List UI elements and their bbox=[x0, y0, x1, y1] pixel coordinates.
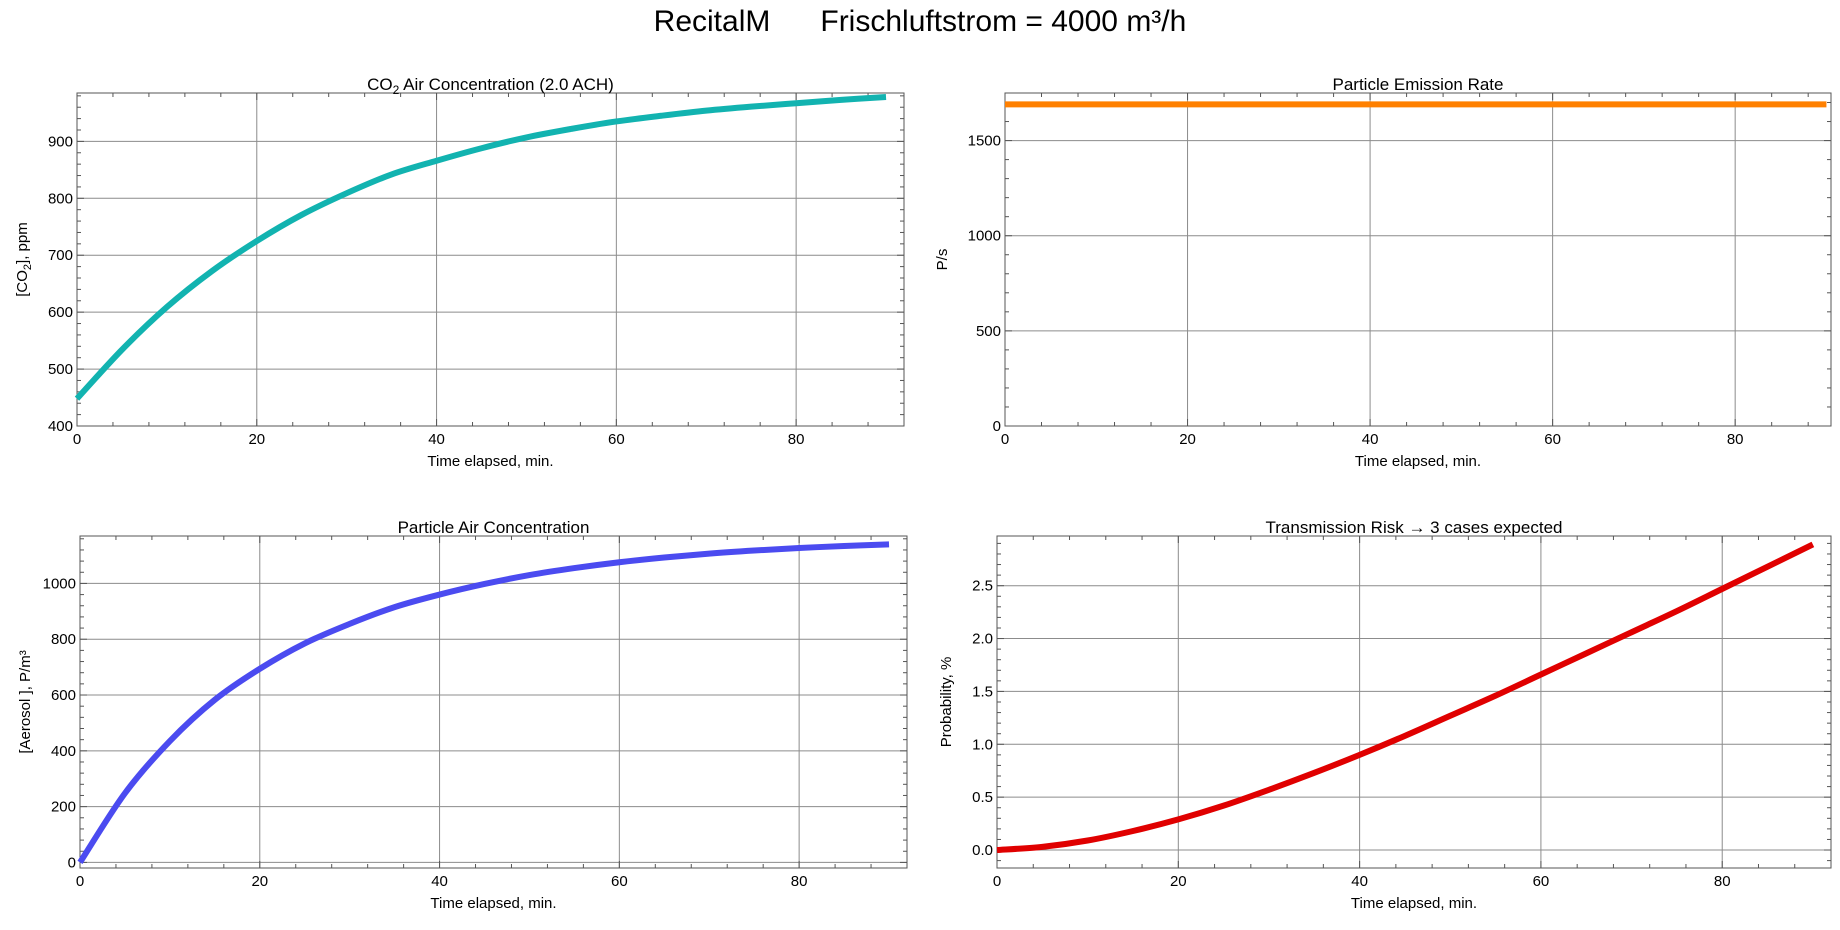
x-tick-label: 60 bbox=[611, 873, 628, 890]
x-tick-label: 20 bbox=[1170, 873, 1187, 890]
y-axis-label-main: [CO bbox=[14, 270, 31, 297]
x-tick-label: 40 bbox=[1351, 873, 1368, 890]
x-axis-label: Time elapsed, min. bbox=[427, 453, 553, 470]
x-tick-label: 80 bbox=[791, 873, 808, 890]
chart-title-sub: 2 bbox=[393, 83, 400, 97]
series-line-aerosol bbox=[77, 541, 890, 865]
x-tick-label: 20 bbox=[251, 873, 268, 890]
y-tick-label: 600 bbox=[48, 304, 73, 321]
chart-title: Transmission Risk → 3 cases expected bbox=[1266, 518, 1563, 537]
x-tick-label: 80 bbox=[1714, 873, 1731, 890]
y-tick-label: 400 bbox=[48, 418, 73, 435]
y-tick-label: 2.0 bbox=[972, 631, 993, 648]
x-tick-label: 60 bbox=[1533, 873, 1550, 890]
y-tick-label: 800 bbox=[51, 631, 76, 648]
chart-title-main: Particle Air Concentration bbox=[398, 518, 590, 537]
x-tick-label: 60 bbox=[1544, 431, 1561, 448]
y-axis-label-rest: ], ppm bbox=[14, 222, 31, 264]
x-tick-label: 0 bbox=[76, 873, 84, 890]
y-axis-label: [CO2], ppm bbox=[14, 222, 34, 296]
chart-title-main: Transmission Risk → 3 cases expected bbox=[1266, 518, 1563, 537]
x-tick-label: 80 bbox=[788, 431, 805, 448]
x-axis-label: Time elapsed, min. bbox=[430, 895, 556, 912]
chart-title-main: Particle Emission Rate bbox=[1332, 75, 1503, 94]
chart-title: Particle Emission Rate bbox=[1332, 75, 1503, 94]
y-tick-label: 900 bbox=[48, 133, 73, 150]
plot-frame bbox=[1004, 92, 1832, 427]
y-tick-label: 2.5 bbox=[972, 578, 993, 595]
chart-emission: 0 20 40 60 80 0 500 1000 1500 Time elapsed, min. P… bbox=[934, 75, 1832, 470]
x-tick-label: 40 bbox=[431, 873, 448, 890]
y-tick-label: 200 bbox=[51, 799, 76, 816]
y-tick-label: 500 bbox=[48, 361, 73, 378]
x-axis-label: Time elapsed, min. bbox=[1351, 895, 1477, 912]
y-axis-label-main: [Aerosol ], P/m³ bbox=[17, 650, 34, 753]
chart-title: CO2 Air Concentration (2.0 ACH) bbox=[367, 75, 614, 97]
page-title: RecitalM Frischluftstrom = 4000 m³/h bbox=[653, 5, 1187, 38]
series-line-risk bbox=[996, 541, 1815, 854]
chart-risk: 0 20 40 60 80 0.0 0.5 1.0 1.5 2.0 2.5 Time elapsed,… bbox=[938, 518, 1832, 912]
chart-title-main: CO bbox=[367, 75, 393, 94]
x-tick-label: 0 bbox=[73, 431, 81, 448]
x-tick-label: 20 bbox=[1179, 431, 1196, 448]
y-tick-label: 1000 bbox=[968, 228, 1001, 245]
y-axis-label-sub: 2 bbox=[22, 264, 34, 270]
y-tick-label: 1.5 bbox=[972, 683, 993, 700]
plot-frame bbox=[79, 535, 908, 869]
y-tick-label: 600 bbox=[51, 687, 76, 704]
y-tick-label: 700 bbox=[48, 247, 73, 264]
plot-frame bbox=[76, 92, 905, 427]
y-tick-label: 0 bbox=[993, 418, 1001, 435]
y-axis-label: P/s bbox=[934, 249, 951, 271]
y-tick-label: 400 bbox=[51, 743, 76, 760]
y-axis-label: [Aerosol ], P/m³ bbox=[17, 650, 34, 753]
x-tick-label: 60 bbox=[608, 431, 625, 448]
y-tick-label: 500 bbox=[976, 323, 1001, 340]
chart-title: Particle Air Concentration bbox=[398, 518, 590, 537]
x-tick-label: 0 bbox=[993, 873, 1001, 890]
y-tick-label: 1000 bbox=[43, 575, 76, 592]
x-tick-label: 20 bbox=[248, 431, 265, 448]
y-axis-label-main: Probability, % bbox=[938, 657, 955, 748]
x-tick-label: 0 bbox=[1001, 431, 1009, 448]
y-tick-label: 0.5 bbox=[972, 789, 993, 806]
y-tick-label: 0 bbox=[68, 854, 76, 871]
chart-co2: 0 20 40 60 80 400 500 600 700 800 900 Time elapsed,… bbox=[14, 75, 905, 470]
x-axis-label: Time elapsed, min. bbox=[1355, 453, 1481, 470]
chart-title-rest: Air Concentration (2.0 ACH) bbox=[399, 75, 613, 94]
x-tick-label: 80 bbox=[1727, 431, 1744, 448]
y-tick-label: 1500 bbox=[968, 133, 1001, 150]
x-tick-label: 40 bbox=[1362, 431, 1379, 448]
y-tick-label: 800 bbox=[48, 190, 73, 207]
y-axis-label-main: P/s bbox=[934, 249, 951, 271]
y-axis-label: Probability, % bbox=[938, 657, 955, 748]
x-tick-label: 40 bbox=[428, 431, 445, 448]
y-tick-label: 0.0 bbox=[972, 842, 993, 859]
series-line-co2 bbox=[74, 93, 887, 401]
y-tick-label: 1.0 bbox=[972, 736, 993, 753]
